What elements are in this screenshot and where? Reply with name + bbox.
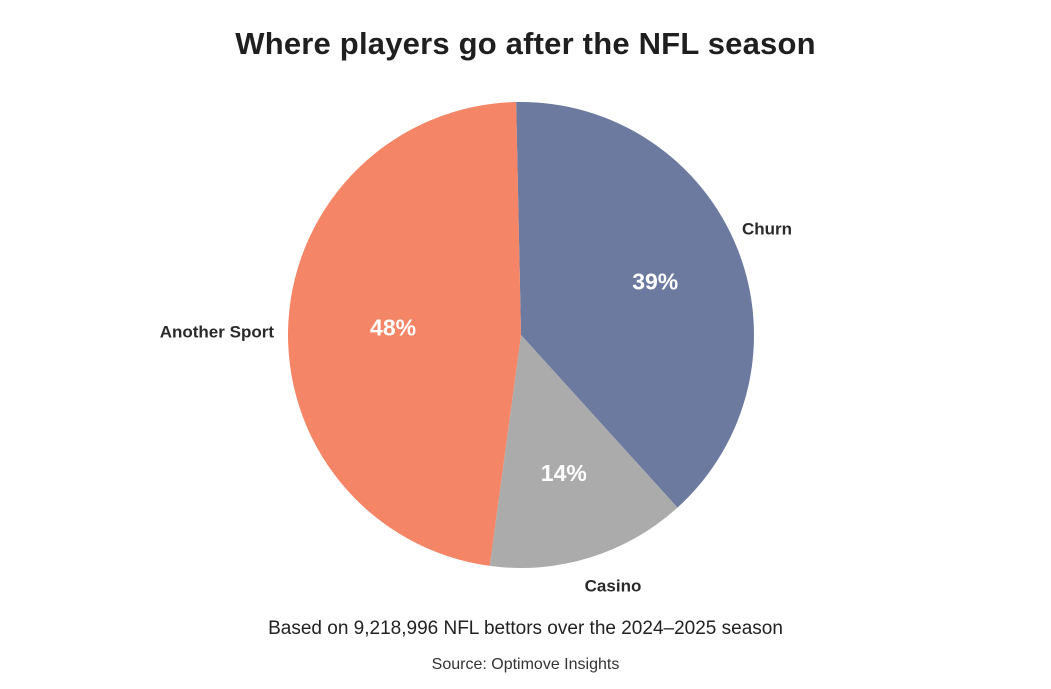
pie-category-labels: Churn Casino Another Sport bbox=[160, 220, 792, 596]
pie-percent-labels: 39% 14% 48% bbox=[370, 269, 678, 486]
chart-source: Source: Optimove Insights bbox=[431, 656, 620, 673]
pie-category-label: Casino bbox=[585, 577, 642, 596]
pie-percent-label: 39% bbox=[632, 269, 678, 295]
pie-percent-label: 14% bbox=[541, 460, 587, 486]
pie-category-label: Churn bbox=[742, 220, 792, 239]
chart-title: Where players go after the NFL season bbox=[235, 26, 816, 61]
pie-slice-casino bbox=[489, 335, 678, 568]
pie-percent-label: 48% bbox=[370, 315, 416, 341]
pie-category-label: Another Sport bbox=[160, 323, 275, 342]
chart-caption: Based on 9,218,996 NFL bettors over the … bbox=[268, 618, 783, 639]
pie-slice-churn bbox=[516, 102, 754, 508]
pie-slice-another-sport bbox=[288, 102, 521, 566]
pie-slices bbox=[288, 102, 754, 568]
